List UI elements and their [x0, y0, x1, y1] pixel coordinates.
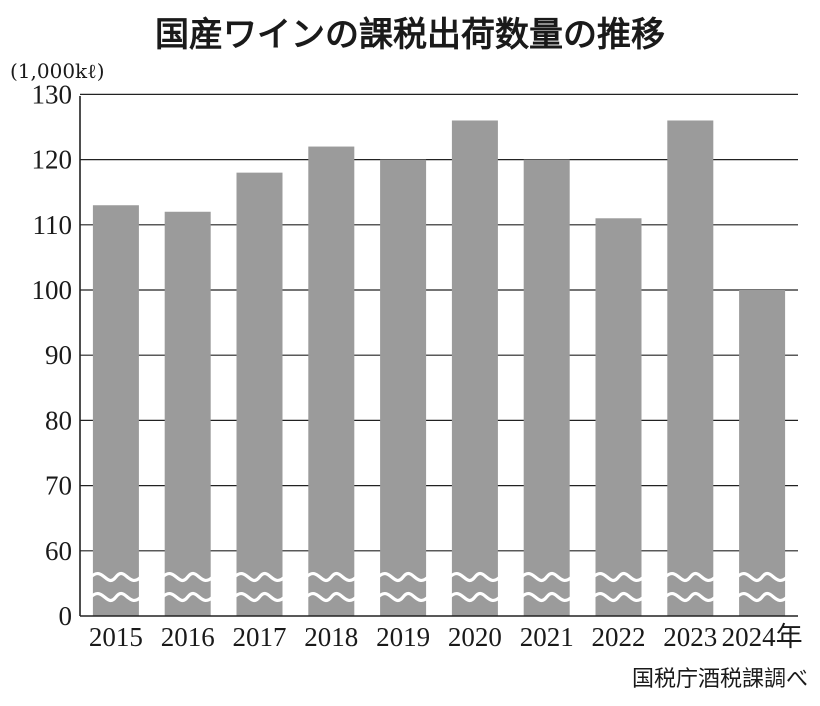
break-wave-2017-2 [233, 592, 286, 602]
bar-2016 [164, 211, 211, 616]
break-wave-2023-1 [664, 572, 717, 582]
axis-break-marks [89, 572, 789, 602]
y-axis-unit-label: (1,000kℓ) [10, 59, 105, 83]
y-tick-labels: 0 60 70 80 90 100 110 120 130 [32, 79, 73, 631]
break-wave-2019-1 [376, 572, 430, 582]
source-note: 国税庁酒税課調べ [632, 667, 808, 692]
bar-2017 [236, 172, 283, 616]
y-tick-label-120: 120 [32, 145, 73, 175]
x-tick-label-2017: 2017 [233, 622, 287, 652]
bar-2015 [92, 205, 139, 617]
y-tick-label-100: 100 [32, 275, 73, 305]
bar-2023 [667, 120, 714, 616]
break-wave-2024年-2 [735, 592, 789, 602]
break-wave-2015-2 [89, 592, 143, 602]
y-tick-label-130: 130 [32, 79, 73, 109]
break-wave-2016-2 [161, 592, 214, 602]
y-tick-label-110: 110 [33, 210, 73, 240]
bar-2018 [308, 146, 355, 616]
y-tick-label-90: 90 [45, 340, 72, 370]
bars [92, 120, 786, 617]
break-wave-2019-2 [376, 592, 430, 602]
x-tick-label-2019: 2019 [376, 622, 430, 652]
x-tick-label-2015: 2015 [89, 622, 143, 652]
bar-2022 [595, 218, 642, 616]
break-wave-2021-2 [520, 592, 573, 602]
break-wave-2023-2 [664, 592, 717, 602]
x-tick-label-2022: 2022 [592, 622, 646, 652]
break-wave-2017-1 [233, 572, 286, 582]
break-wave-2022-1 [592, 572, 645, 582]
x-tick-label-2023: 2023 [663, 622, 717, 652]
chart-title: 国産ワインの課税出荷数量の推移 [155, 15, 665, 55]
y-tick-label-60: 60 [45, 536, 72, 566]
break-wave-2015-1 [89, 572, 143, 582]
bar-2021 [523, 159, 570, 616]
break-wave-2020-1 [448, 572, 502, 582]
x-tick-label-2021: 2021 [520, 622, 574, 652]
break-wave-2021-1 [520, 572, 573, 582]
break-wave-2018-2 [305, 592, 358, 602]
x-tick-labels: 2015 2016 2017 2018 2019 2020 2021 2022 2023 2024… [89, 622, 803, 652]
break-wave-2018-1 [305, 572, 358, 582]
x-tick-label-2024年: 2024年 [722, 622, 803, 652]
axes [79, 96, 798, 617]
bar-2024年 [739, 290, 786, 616]
y-tick-label-80: 80 [45, 405, 72, 435]
x-tick-label-2020: 2020 [448, 622, 502, 652]
x-tick-label-2018: 2018 [304, 622, 358, 652]
break-wave-2016-1 [161, 572, 214, 582]
x-tick-label-2016: 2016 [161, 622, 215, 652]
y-tick-label-70: 70 [45, 471, 72, 501]
break-wave-2020-2 [448, 592, 502, 602]
bar-2019 [380, 159, 427, 616]
break-wave-2024年-1 [735, 572, 789, 582]
y-tick-label-0: 0 [59, 601, 73, 631]
break-wave-2022-2 [592, 592, 645, 602]
bar-2020 [451, 120, 498, 616]
